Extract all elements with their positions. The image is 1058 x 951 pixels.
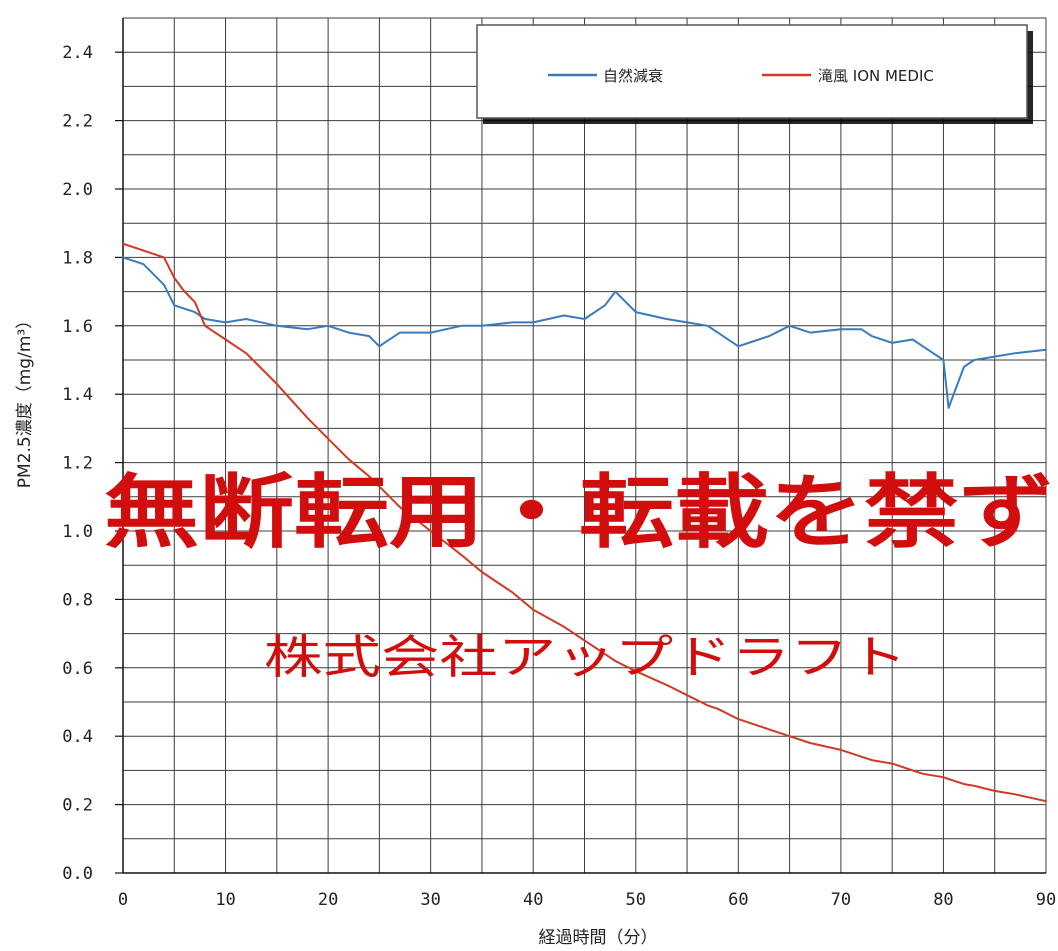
- x-tick-label: 10: [215, 890, 235, 910]
- y-tick-label: 1.2: [62, 454, 93, 474]
- series-line-2: [122, 242, 1047, 803]
- y-axis-label: PM2.5濃度（mg/m³）: [15, 312, 35, 488]
- legend-label-series-2: 滝風 ION MEDIC: [818, 67, 934, 85]
- y-tick-label: 1.6: [62, 317, 93, 337]
- series-line-1: [122, 256, 1047, 409]
- x-tick-label: 80: [933, 890, 953, 910]
- x-tick-label: 70: [831, 890, 851, 910]
- y-tick-label: 2.4: [62, 43, 93, 63]
- x-tick-label: 40: [523, 890, 543, 910]
- x-tick-label: 30: [420, 890, 440, 910]
- y-tick-label: 2.2: [62, 112, 93, 132]
- x-tick-label: 90: [1036, 890, 1056, 910]
- y-tick-label: 2.0: [62, 180, 93, 200]
- legend: 自然減衰 滝風 ION MEDIC: [476, 24, 1033, 124]
- x-tick-label: 50: [626, 890, 646, 910]
- x-tick-labels: 0 10 20 30 40 50 60 70 80 90: [118, 890, 1056, 910]
- watermark-main-text: 無断転用・転載を禁ず: [104, 465, 1054, 559]
- legend-box: [476, 24, 1028, 119]
- watermark-sub-text: 株式会社アップドラフト: [264, 630, 907, 684]
- series-lines: [122, 242, 1047, 803]
- y-tick-label: 0.2: [62, 796, 93, 816]
- y-tick-label: 0.8: [62, 590, 93, 610]
- y-tick-label: 0.0: [62, 864, 93, 884]
- x-tick-label: 0: [118, 890, 128, 910]
- y-tick-label: 0.6: [62, 659, 93, 679]
- legend-label-series-1: 自然減衰: [603, 67, 663, 85]
- y-tick-labels: 0.0 0.2 0.4 0.6 0.8 1.0 1.2 1.4 1.6 1.8 2.0 2.2 2.4: [62, 43, 123, 884]
- y-tick-label: 1.4: [62, 385, 93, 405]
- x-axis-label: 経過時間（分）: [539, 928, 658, 948]
- x-tick-label: 60: [728, 890, 748, 910]
- y-tick-label: 1.8: [62, 248, 93, 268]
- y-tick-label: 1.0: [62, 522, 93, 542]
- x-tick-label: 20: [318, 890, 338, 910]
- y-tick-label: 0.4: [62, 727, 93, 747]
